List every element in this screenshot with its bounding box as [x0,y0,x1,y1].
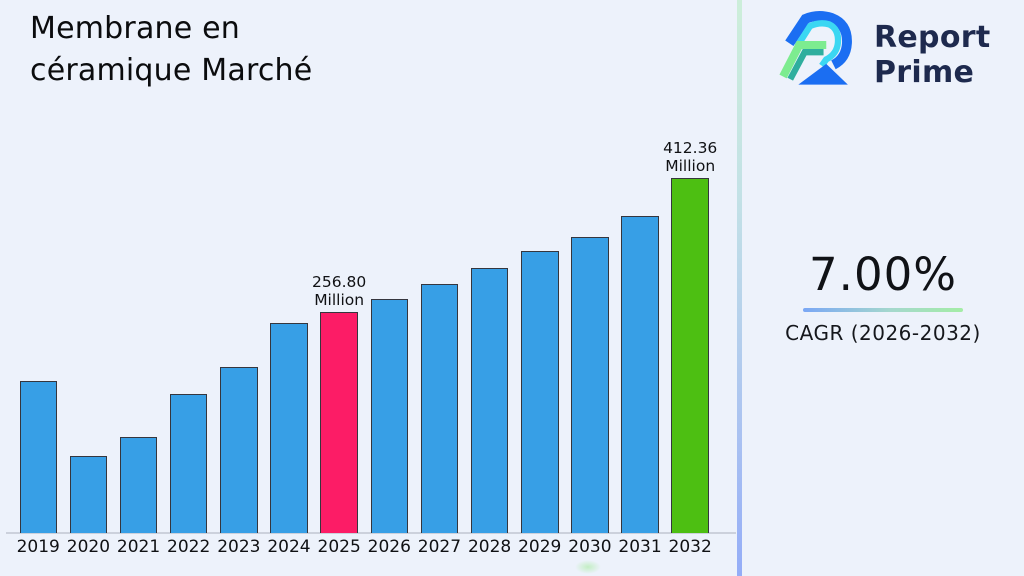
x-tick-2019: 2019 [16,537,60,557]
x-tick-2022: 2022 [167,537,211,557]
value-label-2032: 412.36 Million [663,139,718,175]
x-tick-2028: 2028 [467,537,512,557]
cagr-panel: 7.00% CAGR (2026-2032) [745,248,1021,345]
x-tick-2029: 2029 [518,537,562,557]
cagr-underline [803,308,963,312]
brand-name-line2: Prime [874,55,975,90]
x-tick-2024: 2024 [267,537,311,557]
x-tick-2031: 2031 [618,537,662,557]
page-title-line1: Membrane en [30,11,241,46]
bar-2027 [420,284,459,533]
cagr-label: CAGR (2026-2032) [785,321,981,345]
x-tick-2026: 2026 [367,537,411,557]
bar-2028 [470,268,509,533]
x-tick-2032: 2032 [668,537,712,557]
bar-2030 [571,237,609,533]
x-tick-2023: 2023 [217,537,261,557]
brand-name: Report Prime [874,20,990,90]
x-tick-2027: 2027 [417,537,462,557]
x-tick-2030: 2030 [568,537,612,557]
bar-2026 [370,299,409,533]
page-title: Membrane en céramique Marché [30,8,312,92]
bar-2025 [320,312,358,533]
bar-chart: 2019 2020 2021 2022 2023 2024 2025 256.80 Millio… [6,139,736,557]
bar-2032 [671,178,709,533]
watermark-smudge [575,560,601,574]
value-label-2025: 256.80 Million [312,273,367,309]
section-divider [737,0,742,576]
bar-2031 [621,216,659,533]
x-tick-2021: 2021 [116,537,161,557]
bar-2029 [521,251,559,533]
bar-2020 [69,456,108,533]
bar-2022 [169,394,208,533]
brand-name-line1: Report [874,20,991,55]
bar-2021 [119,437,158,533]
bar-2023 [220,367,258,533]
report-prime-logo-icon [779,11,852,85]
bar-2024 [270,323,308,533]
x-axis-line [6,532,736,534]
cagr-value: 7.00% [809,248,957,301]
x-tick-2025: 2025 [317,537,361,557]
page-title-line2: céramique Marché [30,53,313,88]
bar-2019 [19,381,57,533]
x-tick-2020: 2020 [66,537,111,557]
